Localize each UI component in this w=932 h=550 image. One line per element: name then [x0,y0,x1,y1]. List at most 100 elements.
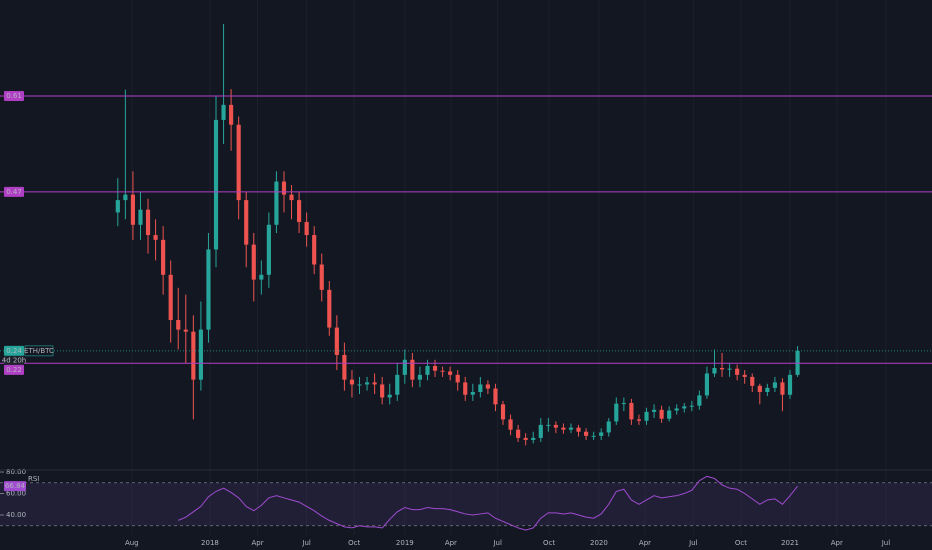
x-tick-label: Jul [492,539,502,547]
grid [131,0,887,535]
x-tick-label: Apr [831,539,843,547]
candle-body [357,384,362,386]
candle-body [561,427,566,430]
x-tick-label: 2021 [781,539,799,547]
candle-body [334,327,339,355]
candle-body [161,239,166,275]
candle-body [470,391,475,395]
candle-body [364,382,370,385]
candle-body [667,410,672,419]
last-price-label: 0.24 [6,347,22,355]
candle-body [712,368,717,374]
x-tick-label: Apr [445,539,457,547]
candle-body [787,374,793,395]
candle-body [651,409,657,412]
candle-body [297,200,302,223]
candle-body [372,382,377,385]
candle-body [584,431,589,436]
candle-body [629,402,634,420]
x-tick-label: 2020 [590,539,608,547]
candle-body [765,387,770,392]
candle-body [123,194,128,201]
candle-body [621,402,626,404]
candle-body [599,432,604,436]
candle-body [455,374,460,383]
candle-body [425,365,430,375]
x-tick-label: Oct [348,539,360,547]
candle-body [636,419,642,421]
candle-body [659,409,664,419]
candle-body [606,421,611,433]
candle-body [145,209,151,236]
candle-body [402,359,407,375]
candle-body [750,376,755,386]
candle-body [274,181,279,225]
x-tick-label: Oct [735,539,747,547]
candle-body [213,119,219,250]
x-tick-label: Apr [639,539,651,547]
candles [115,23,800,446]
level-label: 0.22 [6,366,22,374]
candle-body [281,181,287,195]
x-tick-label: Jul [688,539,698,547]
level-label-box [4,186,24,197]
candle-body [153,235,158,240]
candle-body [478,384,483,392]
candle-body [417,374,423,380]
x-tick-label: Jul [301,539,311,547]
overlay: Aug 2018 Apr Jul Oct 2019 Apr Jul Oct 2020 Apr Jul O… [0,90,932,547]
candle-body [697,395,702,406]
level-label: 0.47 [6,188,22,196]
x-tick-label: Apr [251,539,263,547]
candle-body [523,437,528,440]
candle-body [644,411,649,421]
rsi-tick-label: 40.00 [6,511,26,519]
candle-body [327,289,332,328]
candle-body [682,406,687,409]
candle-body [387,394,392,398]
candle-body [312,235,317,265]
candle-body [757,385,762,392]
last-price-box [4,345,24,356]
candle-body [395,374,400,395]
candle-body [304,222,309,236]
rsi-tick-label: 60.00 [6,490,26,498]
candle-body [115,200,120,213]
candle-body [463,382,468,395]
candle-body [448,371,453,375]
candle-body [500,404,506,420]
candle-body [130,194,136,225]
candle-body [168,274,173,321]
rsi-line [178,475,798,531]
x-tick-label: Aug [125,539,139,547]
candle-body [380,384,385,398]
candle-body [266,224,271,275]
candle-body [229,104,234,125]
candle-body [727,368,732,370]
candle-body [289,194,294,201]
candle-body [591,435,596,437]
x-tick-label: Jul [881,539,891,547]
candle-body [176,320,181,330]
symbol-label: ETH/BTC [24,347,54,355]
candle-body [485,384,490,389]
rsi-tick-label: 80.00 [6,468,26,476]
candle-body [206,249,211,330]
candle-body [531,437,536,440]
candle-body [735,368,740,375]
level-label-box [4,90,24,101]
candle-body [780,382,785,395]
candle-body [576,427,581,432]
rsi-last-label: 66.84 [5,482,26,490]
candle-body [259,274,264,280]
rsi-last-box [4,481,26,492]
x-tick-label: 2019 [396,539,414,547]
candle-body [614,403,619,422]
x-tick-label: Oct [543,539,555,547]
candle-body [410,359,415,380]
candle-body [251,244,256,280]
candle-body [138,209,143,225]
candle-body [704,373,710,396]
